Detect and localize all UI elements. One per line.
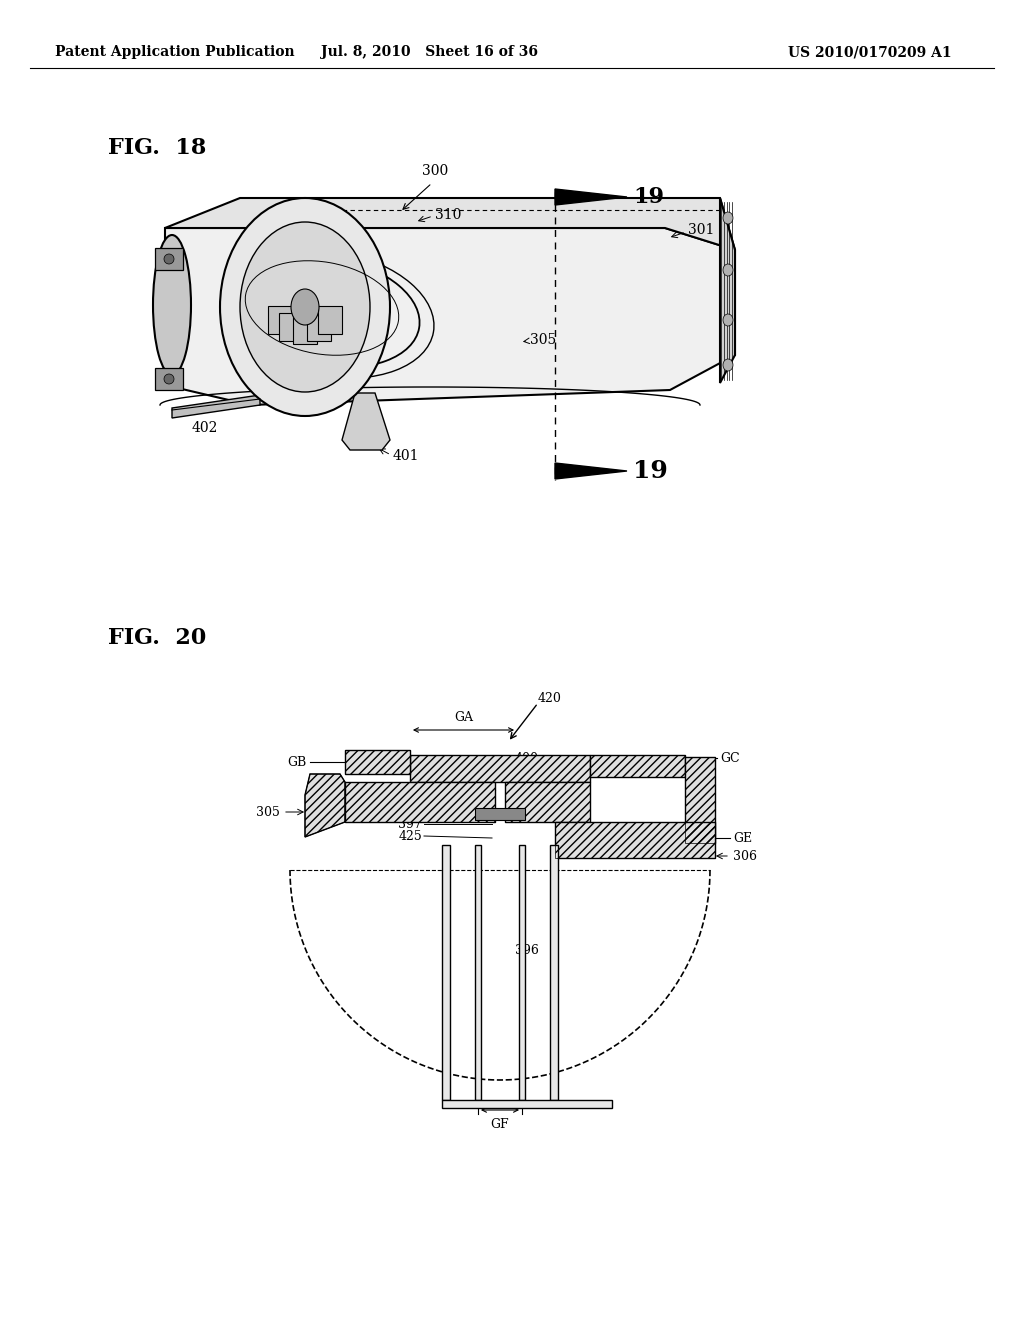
Bar [505, 781, 590, 822]
Polygon shape [342, 393, 390, 450]
Bar [442, 845, 450, 1100]
Ellipse shape [723, 264, 733, 276]
Text: GB: GB [288, 755, 307, 768]
Polygon shape [280, 313, 303, 342]
Text: 305: 305 [530, 333, 556, 347]
Ellipse shape [153, 235, 191, 375]
Bar [345, 750, 410, 774]
Text: 306: 306 [733, 850, 757, 862]
Bar [590, 755, 685, 777]
Bar [685, 756, 715, 843]
Text: GF: GF [490, 1118, 509, 1131]
Polygon shape [293, 315, 317, 343]
Text: 400: 400 [515, 751, 539, 764]
Bar [555, 822, 715, 858]
Bar [155, 368, 183, 389]
Polygon shape [305, 774, 345, 837]
Text: 19: 19 [633, 459, 668, 483]
Text: GA: GA [454, 711, 473, 723]
Bar [505, 781, 590, 822]
Text: 311: 311 [259, 243, 286, 257]
Polygon shape [555, 463, 627, 479]
Bar [345, 750, 410, 774]
Bar [442, 1100, 612, 1107]
Text: 396: 396 [515, 944, 539, 957]
Text: FIG.  20: FIG. 20 [108, 627, 206, 649]
Text: 401: 401 [393, 449, 420, 463]
Text: GE: GE [733, 832, 752, 845]
Bar [519, 845, 525, 1100]
Bar [475, 808, 525, 820]
Text: Jul. 8, 2010   Sheet 16 of 36: Jul. 8, 2010 Sheet 16 of 36 [322, 45, 539, 59]
Text: 301: 301 [688, 223, 715, 238]
Polygon shape [307, 313, 331, 342]
Ellipse shape [723, 213, 733, 224]
Text: Patent Application Publication: Patent Application Publication [55, 45, 295, 59]
Polygon shape [165, 228, 735, 405]
Text: 300: 300 [422, 164, 449, 178]
Bar [410, 755, 590, 781]
Ellipse shape [291, 289, 319, 325]
Bar [685, 756, 715, 843]
Polygon shape [720, 198, 735, 383]
Text: 397: 397 [398, 817, 422, 830]
Text: GD: GD [401, 784, 422, 796]
Bar [155, 248, 183, 271]
Polygon shape [165, 198, 735, 249]
Bar [590, 755, 685, 777]
Bar [345, 781, 495, 822]
Text: US 2010/0170209 A1: US 2010/0170209 A1 [788, 45, 952, 59]
Ellipse shape [164, 374, 174, 384]
Bar [475, 845, 481, 1100]
Text: GC: GC [720, 751, 739, 764]
Text: 402: 402 [191, 421, 218, 436]
Bar [555, 822, 715, 858]
Ellipse shape [723, 314, 733, 326]
Text: FIG.  18: FIG. 18 [108, 137, 207, 158]
Ellipse shape [240, 222, 370, 392]
Text: 305: 305 [256, 805, 280, 818]
Ellipse shape [164, 253, 174, 264]
Text: 425: 425 [398, 829, 422, 842]
Text: 19: 19 [633, 186, 664, 209]
Text: 420: 420 [538, 692, 562, 705]
Polygon shape [172, 395, 260, 418]
Text: 395: 395 [404, 759, 428, 772]
Text: 425a: 425a [391, 797, 422, 810]
Bar [550, 845, 558, 1100]
Polygon shape [555, 189, 627, 205]
Bar [345, 781, 495, 822]
Polygon shape [317, 306, 342, 334]
Bar [410, 755, 590, 781]
Text: 400t: 400t [393, 808, 422, 821]
Ellipse shape [723, 359, 733, 371]
Ellipse shape [220, 198, 390, 416]
Text: 310: 310 [435, 209, 462, 222]
Polygon shape [268, 306, 293, 334]
